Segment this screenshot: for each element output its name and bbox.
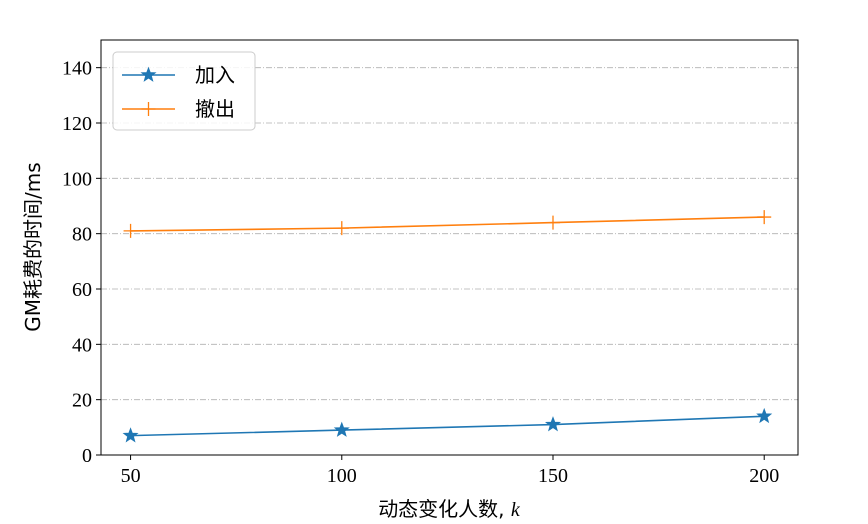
legend-label: 撤出 xyxy=(195,97,235,121)
plot-frame xyxy=(100,39,799,456)
y-tick-label: 120 xyxy=(62,113,92,135)
series-layer xyxy=(122,210,773,443)
data-point-star xyxy=(544,416,562,432)
data-point-plus xyxy=(757,210,772,225)
series-line xyxy=(130,415,765,437)
y-tick-label: 80 xyxy=(72,224,92,246)
x-tick-label: 100 xyxy=(327,465,357,487)
gridlines xyxy=(101,67,798,401)
y-tick-label: 0 xyxy=(82,445,92,467)
legend-entry: 加入 xyxy=(122,63,235,87)
x-tick-label: 150 xyxy=(538,465,568,487)
x-tick-label: 200 xyxy=(749,465,779,487)
y-tick-label: 100 xyxy=(62,168,92,190)
series-line xyxy=(130,216,765,232)
x-axis-ticks: 50 100 150 200 xyxy=(121,455,779,487)
y-tick-label: 20 xyxy=(72,390,92,412)
data-point-plus xyxy=(545,215,560,230)
legend-label: 加入 xyxy=(195,63,235,87)
data-point-star xyxy=(333,421,350,437)
x-axis-label-text: 动态变化人数, xyxy=(378,497,511,521)
x-axis-label-var: k xyxy=(511,499,521,521)
y-tick-label: 40 xyxy=(72,334,92,356)
data-point-plus xyxy=(334,221,349,236)
series-plus xyxy=(123,210,772,238)
data-point-star xyxy=(122,427,139,443)
data-point-plus xyxy=(141,102,156,116)
y-axis-ticks: 0 20 40 60 80 100 120 140 xyxy=(62,58,101,467)
x-axis-label: 动态变化人数, k xyxy=(378,497,521,521)
data-point-star xyxy=(756,407,773,424)
data-point-star xyxy=(140,66,157,82)
x-tick-label: 50 xyxy=(121,465,141,487)
series-star xyxy=(122,407,773,443)
y-tick-label: 140 xyxy=(62,58,92,80)
legend-entry: 撤出 xyxy=(122,97,235,121)
y-axis-label: GM耗费的时间/ms xyxy=(21,162,45,331)
data-point-plus xyxy=(123,223,138,238)
y-tick-label: 60 xyxy=(72,279,92,301)
